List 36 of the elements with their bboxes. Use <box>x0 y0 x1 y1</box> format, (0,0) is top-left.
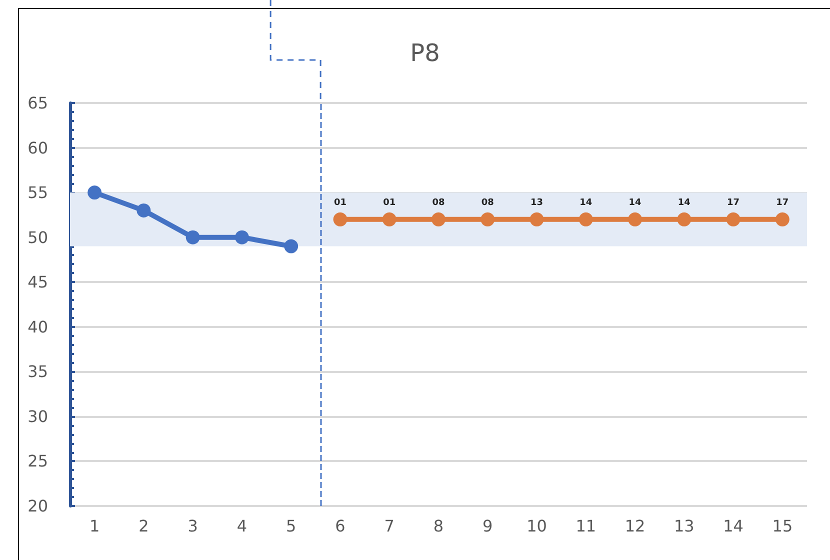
chart-title: P8 <box>410 39 440 67</box>
annotation: 17 <box>776 198 789 208</box>
annotation: 14 <box>678 198 690 208</box>
x-tick-label: 15 <box>772 516 793 536</box>
annotation: 13 <box>530 198 544 208</box>
annotation: 01 <box>383 198 396 208</box>
annotation: 08 <box>481 198 494 208</box>
x-tick-label: 5 <box>286 516 296 536</box>
x-tick-label: 7 <box>384 516 394 536</box>
x-tick-label: 14 <box>723 516 744 536</box>
y-tick-label: 40 <box>28 317 48 336</box>
x-tick-label: 11 <box>576 516 596 536</box>
x-tick-label: 9 <box>482 516 493 536</box>
y-tick-label: 20 <box>28 496 48 516</box>
y-tick-label: 55 <box>28 183 48 202</box>
y-tick-label: 65 <box>28 94 48 112</box>
x-tick-label: 10 <box>526 516 547 536</box>
y-tick-label: 35 <box>28 362 48 382</box>
x-tick-label: 6 <box>335 516 346 536</box>
y-tick-label: 50 <box>28 228 48 247</box>
x-tick-label: 1 <box>89 516 100 536</box>
annotation: 14 <box>628 198 642 208</box>
annotation: 14 <box>580 198 592 208</box>
y-tick-label: 60 <box>28 138 48 158</box>
x-tick-label: 8 <box>433 516 444 536</box>
y-tick-label: 45 <box>28 272 48 292</box>
x-tick-label: 12 <box>624 516 646 536</box>
annotation: 01 <box>334 198 346 208</box>
annotation: 08 <box>432 198 445 208</box>
x-tick-label: 3 <box>188 516 198 536</box>
y-tick-label: 25 <box>28 452 48 471</box>
x-tick-label: 4 <box>236 516 248 536</box>
annotation: 17 <box>727 198 740 208</box>
x-tick-label: 13 <box>674 516 694 536</box>
x-tick-label: 2 <box>138 516 149 536</box>
y-tick-label: 30 <box>28 406 48 426</box>
